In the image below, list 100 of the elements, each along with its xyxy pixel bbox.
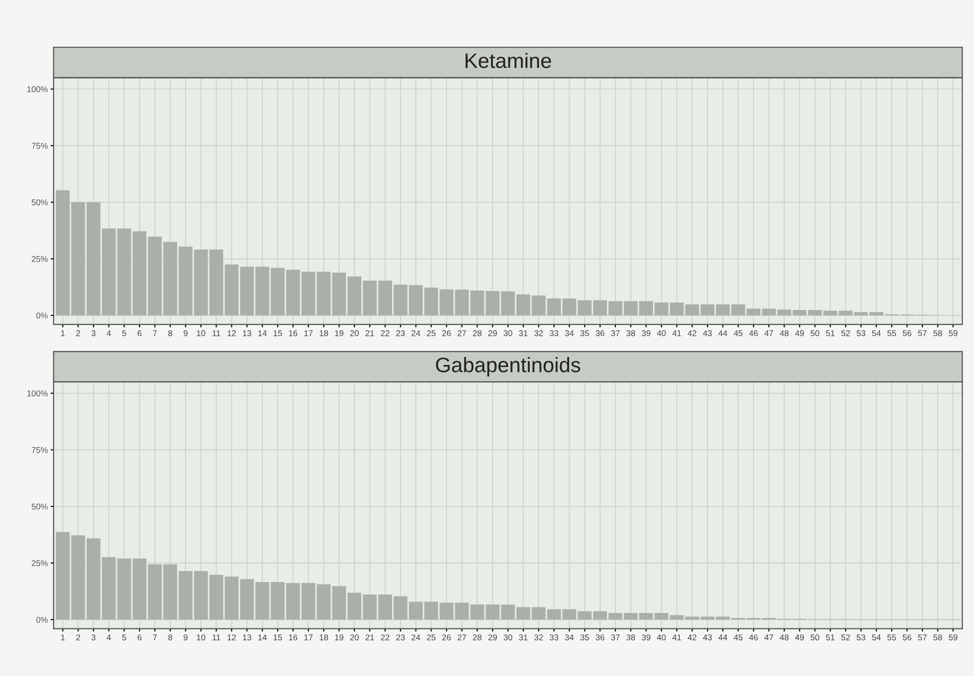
x-tick-label: 35 <box>580 330 589 336</box>
y-tick-label: 50% <box>32 199 48 206</box>
y-tick-label: 0% <box>36 312 48 319</box>
x-tick-label: 39 <box>642 330 650 336</box>
x-tick-label: 59 <box>948 634 958 640</box>
chart-title: Gabapentinoids <box>436 357 580 376</box>
x-tick-label: 47 <box>764 330 774 336</box>
x-tick-label: 7 <box>152 330 157 336</box>
x-tick-label: 46 <box>749 330 758 336</box>
y-tick-label: 100% <box>27 390 48 396</box>
x-tick-label: 24 <box>412 634 420 640</box>
x-tick-label: 46 <box>749 634 758 640</box>
x-tick-label: 28 <box>473 634 482 640</box>
x-tick-label: 52 <box>841 330 850 336</box>
x-tick-label: 3 <box>91 634 96 640</box>
x-tick-label: 1 <box>61 330 65 336</box>
y-tick-label: 25% <box>32 256 48 262</box>
x-tick-label: 29 <box>488 330 497 336</box>
x-tick-label: 38 <box>626 634 636 640</box>
x-tick-label: 50 <box>810 330 820 336</box>
x-tick-label: 26 <box>442 330 451 336</box>
x-tick-label: 24 <box>412 330 420 336</box>
x-tick-label: 31 <box>518 330 528 336</box>
x-tick-label: 21 <box>366 330 374 336</box>
x-tick-label: 43 <box>703 634 712 640</box>
x-tick-label: 45 <box>734 634 742 640</box>
x-tick-label: 19 <box>335 330 344 336</box>
x-tick-label: 37 <box>611 634 620 640</box>
x-tick-label: 34 <box>565 634 574 640</box>
x-tick-label: 8 <box>168 330 172 336</box>
x-tick-label: 10 <box>196 330 206 336</box>
x-tick-label: 55 <box>887 330 896 336</box>
x-tick-label: 2 <box>76 330 80 336</box>
x-tick-label: 5 <box>122 634 126 640</box>
x-tick-label: 16 <box>289 330 298 336</box>
x-tick-label: 51 <box>826 330 835 336</box>
x-tick-label: 59 <box>948 330 958 336</box>
x-tick-label: 32 <box>534 330 543 336</box>
y-tick-label: 75% <box>32 447 48 453</box>
x-tick-label: 5 <box>122 330 126 336</box>
x-tick-label: 36 <box>596 330 604 336</box>
x-tick-label: 58 <box>933 634 942 640</box>
x-tick-label: 26 <box>442 634 451 640</box>
x-tick-label: 31 <box>518 634 528 640</box>
x-tick-label: 41 <box>672 634 682 640</box>
x-tick-label: 14 <box>258 634 267 640</box>
x-tick-label: 55 <box>887 634 896 640</box>
x-tick-label: 43 <box>703 330 712 336</box>
x-tick-label: 44 <box>718 330 728 336</box>
x-tick-label: 51 <box>826 634 835 640</box>
x-tick-label: 58 <box>933 330 942 336</box>
x-tick-label: 25 <box>426 330 436 336</box>
x-tick-label: 57 <box>918 634 927 640</box>
x-tick-label: 16 <box>289 634 298 640</box>
y-tick-label: 50% <box>32 504 48 510</box>
x-tick-label: 4 <box>106 330 111 336</box>
x-tick-label: 54 <box>872 330 881 336</box>
x-tick-label: 23 <box>396 330 405 336</box>
x-tick-label: 38 <box>626 330 636 336</box>
chart-title: Ketamine <box>466 52 552 68</box>
x-tick-label: 17 <box>304 634 313 640</box>
y-tick-label: 0% <box>36 616 48 623</box>
x-tick-label: 8 <box>168 634 172 640</box>
x-tick-label: 29 <box>488 634 497 640</box>
x-tick-label: 12 <box>228 330 236 336</box>
x-tick-label: 13 <box>242 634 252 640</box>
x-tick-label: 25 <box>426 634 436 640</box>
x-tick-label: 6 <box>138 634 142 640</box>
x-tick-label: 56 <box>902 634 912 640</box>
x-tick-label: 39 <box>642 634 650 640</box>
x-tick-label: 52 <box>841 634 850 640</box>
x-tick-label: 40 <box>657 634 666 640</box>
x-tick-label: 20 <box>350 330 359 336</box>
x-tick-label: 17 <box>304 330 313 336</box>
x-tick-label: 49 <box>795 634 804 640</box>
x-tick-label: 7 <box>152 634 157 640</box>
x-tick-label: 53 <box>856 634 866 640</box>
x-tick-label: 44 <box>718 634 728 640</box>
x-tick-label: 27 <box>458 634 466 640</box>
x-tick-label: 18 <box>320 330 328 336</box>
x-tick-label: 42 <box>688 330 696 336</box>
x-tick-label: 33 <box>550 330 558 336</box>
y-tick-label: 75% <box>32 142 48 149</box>
y-tick-label: 100% <box>27 86 48 92</box>
x-tick-label: 48 <box>780 634 789 640</box>
x-tick-label: 49 <box>795 330 804 336</box>
x-tick-label: 6 <box>138 330 142 336</box>
x-tick-label: 41 <box>672 330 682 336</box>
x-tick-label: 40 <box>657 330 666 336</box>
x-tick-label: 11 <box>212 330 220 336</box>
x-tick-label: 20 <box>350 634 359 640</box>
x-tick-label: 47 <box>764 634 774 640</box>
x-tick-label: 30 <box>504 330 512 336</box>
x-tick-label: 28 <box>473 330 482 336</box>
x-tick-label: 23 <box>396 634 405 640</box>
x-tick-label: 18 <box>320 634 328 640</box>
x-tick-label: 53 <box>856 330 866 336</box>
x-tick-label: 1 <box>61 634 65 640</box>
x-tick-label: 3 <box>91 330 96 336</box>
x-tick-label: 56 <box>902 330 912 336</box>
